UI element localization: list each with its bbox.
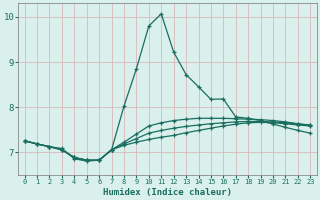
X-axis label: Humidex (Indice chaleur): Humidex (Indice chaleur) bbox=[103, 188, 232, 197]
